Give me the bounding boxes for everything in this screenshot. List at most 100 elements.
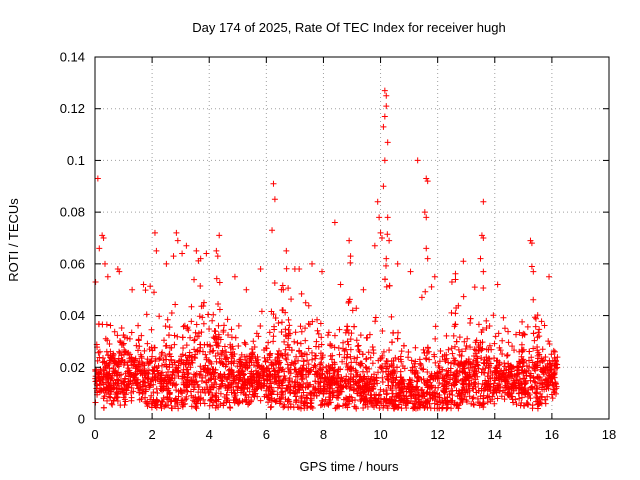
data-point bbox=[142, 374, 149, 381]
data-point bbox=[168, 309, 175, 316]
data-point bbox=[271, 196, 278, 203]
data-point bbox=[318, 341, 325, 348]
data-point bbox=[260, 364, 267, 371]
data-point bbox=[173, 381, 180, 388]
data-point bbox=[271, 323, 278, 330]
data-point bbox=[274, 358, 281, 365]
data-point bbox=[324, 369, 331, 376]
data-point bbox=[219, 361, 226, 368]
data-point bbox=[235, 400, 242, 407]
data-point bbox=[94, 357, 101, 364]
data-point bbox=[255, 333, 262, 340]
data-point bbox=[292, 329, 299, 336]
data-point bbox=[304, 357, 311, 364]
data-point bbox=[184, 376, 191, 383]
data-point bbox=[285, 285, 292, 292]
data-point bbox=[513, 401, 520, 408]
data-point bbox=[481, 356, 488, 363]
data-point bbox=[359, 351, 366, 358]
data-point bbox=[207, 343, 214, 350]
data-point bbox=[275, 320, 282, 327]
data-point bbox=[414, 373, 421, 380]
data-point bbox=[461, 338, 468, 345]
data-point bbox=[476, 402, 483, 409]
data-point bbox=[311, 352, 318, 359]
data-point bbox=[179, 402, 186, 409]
data-point bbox=[505, 369, 512, 376]
data-point bbox=[257, 323, 264, 330]
data-point bbox=[383, 373, 390, 380]
data-point bbox=[486, 393, 493, 400]
data-point bbox=[492, 333, 499, 340]
data-point bbox=[350, 387, 357, 394]
data-point bbox=[276, 395, 283, 402]
data-point bbox=[199, 314, 206, 321]
data-point bbox=[223, 354, 230, 361]
data-point bbox=[281, 368, 288, 375]
data-point bbox=[150, 381, 157, 388]
data-point bbox=[257, 266, 264, 273]
data-point bbox=[429, 392, 436, 399]
data-point bbox=[321, 383, 328, 390]
data-point bbox=[534, 401, 541, 408]
data-point bbox=[405, 348, 412, 355]
data-point bbox=[292, 366, 299, 373]
data-point bbox=[150, 389, 157, 396]
data-point bbox=[144, 359, 151, 366]
data-point bbox=[378, 354, 385, 361]
data-point bbox=[268, 403, 275, 410]
data-point bbox=[475, 380, 482, 387]
data-point bbox=[381, 113, 388, 120]
data-point bbox=[270, 180, 277, 187]
data-point bbox=[101, 359, 108, 366]
data-point bbox=[435, 363, 442, 370]
data-point bbox=[134, 385, 141, 392]
data-point bbox=[308, 349, 315, 356]
data-point bbox=[237, 363, 244, 370]
data-point bbox=[285, 332, 292, 339]
data-point bbox=[494, 395, 501, 402]
data-point bbox=[443, 355, 450, 362]
data-point bbox=[551, 348, 558, 355]
data-point bbox=[136, 343, 143, 350]
data-point bbox=[386, 282, 393, 289]
data-point bbox=[228, 334, 235, 341]
data-point bbox=[144, 356, 151, 363]
data-point bbox=[183, 395, 190, 402]
data-point bbox=[116, 348, 123, 355]
data-point bbox=[371, 381, 378, 388]
data-point bbox=[320, 390, 327, 397]
data-point bbox=[527, 377, 534, 384]
data-point bbox=[269, 361, 276, 368]
data-point bbox=[191, 354, 198, 361]
data-point bbox=[441, 382, 448, 389]
data-point bbox=[327, 341, 334, 348]
data-point bbox=[383, 358, 390, 365]
data-point bbox=[422, 403, 429, 410]
data-point bbox=[243, 353, 250, 360]
data-point bbox=[299, 365, 306, 372]
data-point bbox=[471, 368, 478, 375]
data-point bbox=[379, 328, 386, 335]
data-point bbox=[461, 393, 468, 400]
data-point bbox=[508, 390, 515, 397]
data-point bbox=[140, 383, 147, 390]
data-point bbox=[388, 313, 395, 320]
data-point bbox=[529, 386, 536, 393]
data-point bbox=[221, 371, 228, 378]
data-point bbox=[353, 337, 360, 344]
data-point bbox=[295, 357, 302, 364]
data-point bbox=[197, 389, 204, 396]
data-point bbox=[185, 327, 192, 334]
data-point bbox=[392, 398, 399, 405]
data-point bbox=[248, 346, 255, 353]
data-point bbox=[544, 360, 551, 367]
data-point bbox=[307, 400, 314, 407]
data-point bbox=[213, 275, 220, 282]
x-tick-label: 4 bbox=[206, 427, 213, 442]
data-point bbox=[353, 305, 360, 312]
data-point bbox=[445, 359, 452, 366]
data-point bbox=[458, 353, 465, 360]
data-point bbox=[317, 375, 324, 382]
data-point bbox=[510, 399, 517, 406]
